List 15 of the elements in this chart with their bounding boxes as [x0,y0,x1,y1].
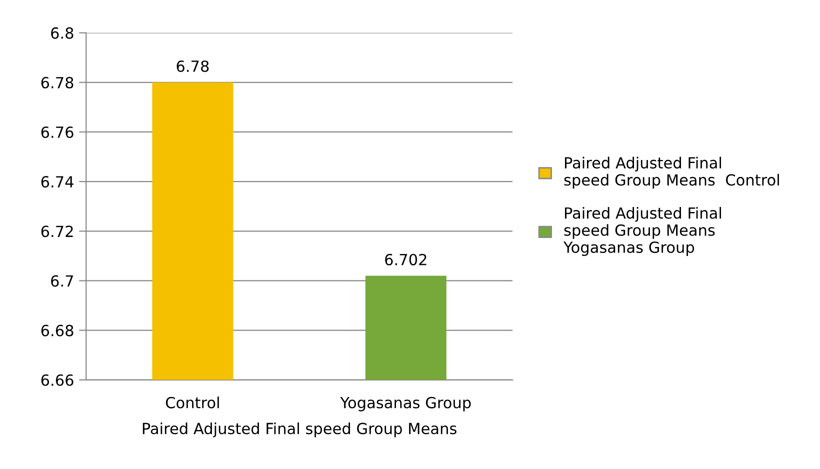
data-label: 6.78 [176,60,209,72]
y-tick-label: 6.78 [41,76,74,88]
data-label: 6.702 [385,254,426,266]
y-tick-label: 6.68 [41,324,74,336]
y-tick-label: 6.8 [51,27,74,39]
y-tick-label: 6.76 [41,126,74,138]
y-tick-label: 6.7 [51,275,73,287]
x-axis-title: Paired Adjusted Final speed Group Means [142,422,456,438]
legend-label: Paired Adjusted Final speed Group Means Control [564,156,779,189]
legend-label: Paired Adjusted Final speed Group Means Yogasanas Group [563,206,722,256]
y-tick-label: 6.66 [41,374,74,386]
y-tick-label: 6.72 [41,226,73,238]
x-tick-label: Yogasanas Group [340,396,471,412]
x-tick-label: Control [166,396,219,408]
y-tick-label: 6.74 [41,176,74,188]
